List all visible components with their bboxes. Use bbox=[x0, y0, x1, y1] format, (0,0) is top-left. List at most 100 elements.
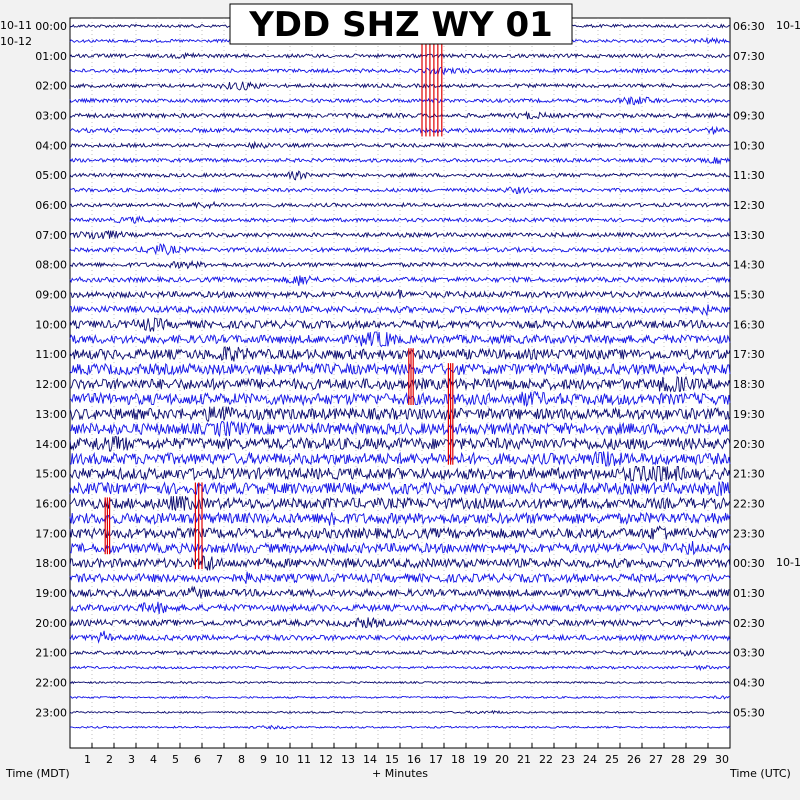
trace-row bbox=[69, 511, 731, 526]
trace-row bbox=[69, 157, 731, 165]
trace-row bbox=[69, 243, 731, 256]
trace-row bbox=[69, 345, 731, 362]
trace-row bbox=[69, 585, 731, 599]
x-tick-label: 2 bbox=[106, 753, 113, 766]
left-hour-label: 13:00 bbox=[35, 408, 67, 421]
right-hour-label: 18:30 bbox=[733, 378, 765, 391]
x-tick-label: 16 bbox=[407, 753, 421, 766]
x-axis: 1 2 3 4 5 6 7 8 9 10 11 12 13 14 15 16 17 18 19 20 21 22 23 24 2… bbox=[84, 743, 731, 766]
trace-row bbox=[69, 420, 731, 438]
x-tick-label: 21 bbox=[517, 753, 531, 766]
trace-row bbox=[69, 186, 730, 194]
x-tick-label: 27 bbox=[649, 753, 663, 766]
trace-row bbox=[69, 375, 731, 393]
trace-row bbox=[69, 170, 731, 181]
trace-row bbox=[69, 215, 731, 224]
x-tick-label: 29 bbox=[693, 753, 707, 766]
trace-layer bbox=[69, 22, 731, 730]
trace-row bbox=[69, 230, 731, 240]
trace-row bbox=[69, 664, 731, 672]
left-hour-label: 16:00 bbox=[35, 497, 67, 510]
left-hour-label: 20:00 bbox=[35, 617, 67, 630]
right-hour-label: 05:30 bbox=[733, 706, 765, 719]
x-tick-label: 7 bbox=[216, 753, 223, 766]
trace-row bbox=[69, 200, 731, 210]
right-hour-label: 10:30 bbox=[733, 139, 765, 152]
x-tick-label: 26 bbox=[627, 753, 641, 766]
left-hour-label: 11:00 bbox=[35, 348, 67, 361]
right-hour-label: 02:30 bbox=[733, 617, 765, 630]
trace-row bbox=[69, 540, 731, 556]
trace-row bbox=[69, 406, 731, 422]
right-hour-label: 14:30 bbox=[733, 259, 765, 272]
right-hour-label: 21:30 bbox=[733, 468, 765, 481]
x-axis-title: + Minutes bbox=[372, 767, 428, 780]
x-tick-label: 30 bbox=[715, 753, 729, 766]
trace-row bbox=[69, 140, 731, 150]
left-hour-label: 18:00 bbox=[35, 557, 67, 570]
right-hour-label: 09:30 bbox=[733, 110, 765, 123]
x-tick-label: 19 bbox=[473, 753, 487, 766]
trace-row bbox=[69, 110, 731, 120]
right-hour-label: 22:30 bbox=[733, 497, 765, 510]
x-tick-label: 4 bbox=[150, 753, 157, 766]
right-hour-label: 13:30 bbox=[733, 229, 765, 242]
x-tick-label: 11 bbox=[297, 753, 311, 766]
trace-row bbox=[69, 259, 731, 270]
right-hour-label: 00:30 bbox=[733, 557, 765, 570]
trace-row bbox=[69, 289, 731, 300]
trace-row bbox=[69, 648, 731, 657]
trace-row bbox=[69, 465, 731, 483]
right-hour-label: 19:30 bbox=[733, 408, 765, 421]
x-tick-label: 13 bbox=[341, 753, 355, 766]
left-time-axis: 10-11 10-12 00:00 01:00 02:00 03:00 04:00 05:… bbox=[0, 19, 67, 719]
right-hour-label: 20:30 bbox=[733, 438, 765, 451]
x-tick-label: 3 bbox=[128, 753, 135, 766]
trace-row bbox=[69, 481, 731, 497]
x-tick-label: 24 bbox=[583, 753, 597, 766]
title-box: YDD SHZ WY 01 bbox=[229, 3, 573, 45]
x-tick-label: 18 bbox=[451, 753, 465, 766]
trace-row bbox=[69, 391, 731, 408]
x-tick-label: 12 bbox=[319, 753, 333, 766]
left-hour-label: 03:00 bbox=[35, 110, 67, 123]
right-hour-label: 17:30 bbox=[733, 348, 765, 361]
trace-row bbox=[69, 66, 731, 76]
right-hour-label: 06:30 bbox=[733, 20, 765, 33]
trace-row bbox=[69, 695, 731, 700]
x-tick-label: 28 bbox=[671, 753, 685, 766]
left-hour-label: 07:00 bbox=[35, 229, 67, 242]
trace-row bbox=[69, 680, 731, 685]
left-axis-title: Time (MDT) bbox=[5, 767, 70, 780]
trace-row bbox=[69, 601, 731, 614]
x-tick-label: 22 bbox=[539, 753, 553, 766]
left-hour-label: 09:00 bbox=[35, 289, 67, 302]
left-hour-label: 02:00 bbox=[35, 80, 67, 93]
trace-row bbox=[69, 317, 731, 332]
right-hour-label: 04:30 bbox=[733, 676, 765, 689]
trace-row bbox=[69, 362, 731, 376]
right-date-label: 10-1 bbox=[776, 556, 800, 569]
x-tick-label: 25 bbox=[605, 753, 619, 766]
x-tick-label: 1 bbox=[84, 753, 91, 766]
left-hour-label: 15:00 bbox=[35, 468, 67, 481]
x-tick-label: 20 bbox=[495, 753, 509, 766]
left-hour-label: 23:00 bbox=[35, 706, 67, 719]
right-date-label: 10-1 bbox=[776, 19, 800, 32]
trace-row bbox=[69, 617, 731, 629]
trace-row bbox=[69, 555, 731, 571]
x-tick-label: 6 bbox=[194, 753, 201, 766]
left-hour-label: 19:00 bbox=[35, 587, 67, 600]
x-tick-label: 15 bbox=[385, 753, 399, 766]
trace-row bbox=[69, 274, 731, 286]
right-hour-label: 07:30 bbox=[733, 50, 765, 63]
trace-row bbox=[69, 96, 731, 106]
x-tick-label: 10 bbox=[275, 753, 289, 766]
right-hour-label: 23:30 bbox=[733, 527, 765, 540]
trace-row bbox=[69, 724, 731, 730]
x-tick-label: 5 bbox=[172, 753, 179, 766]
right-hour-label: 12:30 bbox=[733, 199, 765, 212]
trace-row bbox=[69, 436, 731, 452]
left-hour-label: 21:00 bbox=[35, 647, 67, 660]
